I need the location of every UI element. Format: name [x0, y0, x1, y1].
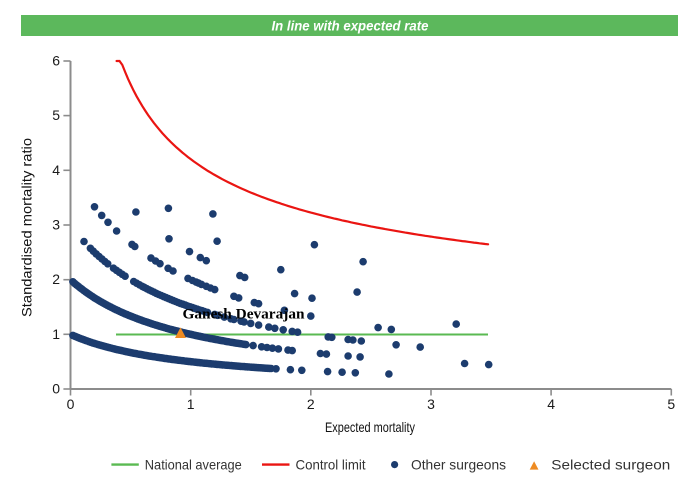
svg-text:4: 4 [547, 396, 555, 412]
svg-text:5: 5 [667, 396, 675, 412]
svg-text:1: 1 [187, 396, 195, 412]
svg-text:National average: National average [145, 457, 242, 473]
svg-text:0: 0 [52, 381, 60, 397]
svg-text:1: 1 [52, 326, 60, 342]
svg-text:In line with expected rate: In line with expected rate [272, 18, 429, 34]
svg-text:Selected surgeon: Selected surgeon [551, 457, 670, 473]
svg-text:2: 2 [52, 271, 60, 287]
svg-text:4: 4 [52, 162, 60, 178]
svg-text:Expected mortality: Expected mortality [325, 419, 415, 435]
svg-text:Ganesh Devarajan: Ganesh Devarajan [183, 307, 306, 323]
svg-text:3: 3 [52, 217, 60, 233]
svg-text:Standardised mortality ratio: Standardised mortality ratio [19, 138, 35, 317]
svg-text:Other surgeons: Other surgeons [411, 457, 506, 473]
svg-text:0: 0 [67, 396, 75, 412]
svg-text:Control limit: Control limit [296, 457, 366, 473]
svg-text:6: 6 [52, 53, 60, 69]
svg-text:5: 5 [52, 107, 60, 123]
svg-text:3: 3 [427, 396, 435, 412]
svg-text:2: 2 [307, 396, 315, 412]
